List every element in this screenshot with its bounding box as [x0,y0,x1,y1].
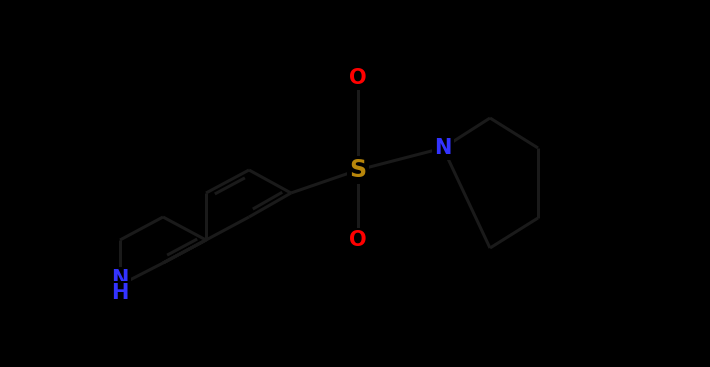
Text: N: N [435,138,452,158]
Text: S: S [349,158,366,182]
Text: H: H [111,283,129,303]
Text: N: N [111,269,129,289]
Text: O: O [349,230,367,250]
Text: O: O [349,68,367,88]
